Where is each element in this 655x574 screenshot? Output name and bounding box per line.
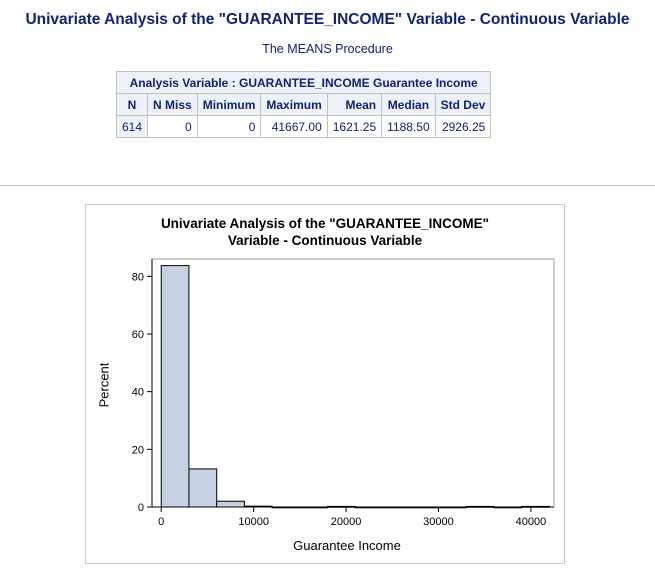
x-tick-label: 20000 [331, 516, 362, 528]
cell-mean: 1621.25 [326, 115, 383, 138]
cell-n: 614 [115, 115, 149, 138]
col-maximum: Maximum [260, 93, 328, 116]
table-column-row: N N Miss Minimum Maximum Mean Median Std… [115, 93, 492, 116]
x-tick-label: 10000 [238, 516, 269, 528]
means-table: Analysis Variable : GUARANTEE_INCOME Gua… [115, 71, 492, 138]
x-axis-label: Guarantee Income [293, 538, 401, 553]
chart-title-line1: Univariate Analysis of the "GUARANTEE_IN… [160, 216, 490, 231]
table-header-row: Analysis Variable : GUARANTEE_INCOME Gua… [115, 71, 492, 94]
col-n-miss: N Miss [147, 93, 198, 116]
y-tick-label: 0 [138, 502, 144, 514]
cell-maximum: 41667.00 [260, 115, 328, 138]
chart-title: Univariate Analysis of the "GUARANTEE_IN… [86, 215, 564, 249]
y-tick-label: 80 [132, 271, 144, 283]
table-row: 614 0 0 41667.00 1621.25 1188.50 2926.25 [115, 115, 492, 138]
y-tick-label: 60 [132, 329, 144, 341]
col-mean: Mean [326, 93, 383, 116]
y-tick-label: 20 [132, 444, 144, 456]
histogram-plot: 0 20 40 60 80 0 10000 20000 30000 40000 [132, 258, 555, 528]
procedure-title: The MEANS Procedure [262, 42, 393, 56]
cell-median: 1188.50 [381, 115, 436, 138]
histogram-bar [216, 500, 245, 508]
histogram-bar [188, 468, 218, 508]
analysis-variable-header: Analysis Variable : GUARANTEE_INCOME Gua… [115, 71, 492, 94]
y-axis-label: Percent [96, 362, 112, 408]
col-n: N [115, 93, 149, 116]
histogram-bar [160, 265, 190, 508]
chart-title-line2: Variable - Continuous Variable [227, 233, 423, 248]
col-std-dev: Std Dev [434, 93, 492, 116]
cell-std-dev: 2926.25 [434, 115, 492, 138]
main-title: Univariate Analysis of the "GUARANTEE_IN… [25, 11, 630, 28]
x-tick-label: 30000 [423, 516, 454, 528]
histogram-chart: Univariate Analysis of the "GUARANTEE_IN… [85, 204, 565, 564]
x-tick-label: 0 [158, 516, 164, 528]
plot-frame [151, 258, 555, 508]
cell-minimum: 0 [196, 115, 262, 138]
col-median: Median [381, 93, 436, 116]
y-tick-label: 40 [132, 387, 144, 399]
cell-n-miss: 0 [147, 115, 198, 138]
section-divider [0, 185, 655, 186]
x-tick-label: 40000 [516, 516, 547, 528]
col-minimum: Minimum [196, 93, 262, 116]
